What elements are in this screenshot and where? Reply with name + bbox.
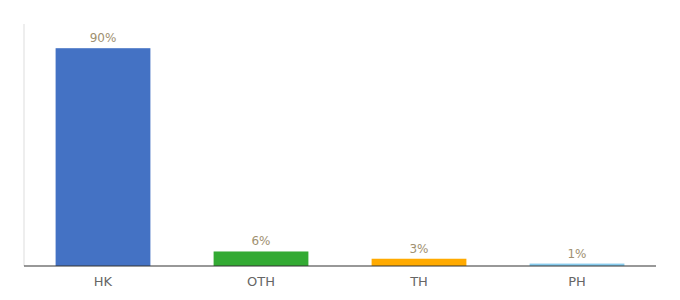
bar [214,251,309,266]
x-tick-label: PH [568,274,586,289]
bar [372,259,467,266]
data-label: 6% [251,234,270,248]
x-tick-label: TH [409,274,428,289]
chart: 90% 6% 3% 1% HK OTH TH PH [0,0,680,300]
data-label: 90% [90,31,117,45]
bars [56,48,625,266]
data-label: 1% [567,247,586,261]
x-axis-line [24,265,656,266]
y-axis-line [24,24,25,266]
x-tick-label: HK [94,274,113,289]
bar [56,48,151,266]
data-label: 3% [409,242,428,256]
chart-container: 90% 6% 3% 1% HK OTH TH PH [0,0,680,300]
x-tick-label: OTH [247,274,275,289]
